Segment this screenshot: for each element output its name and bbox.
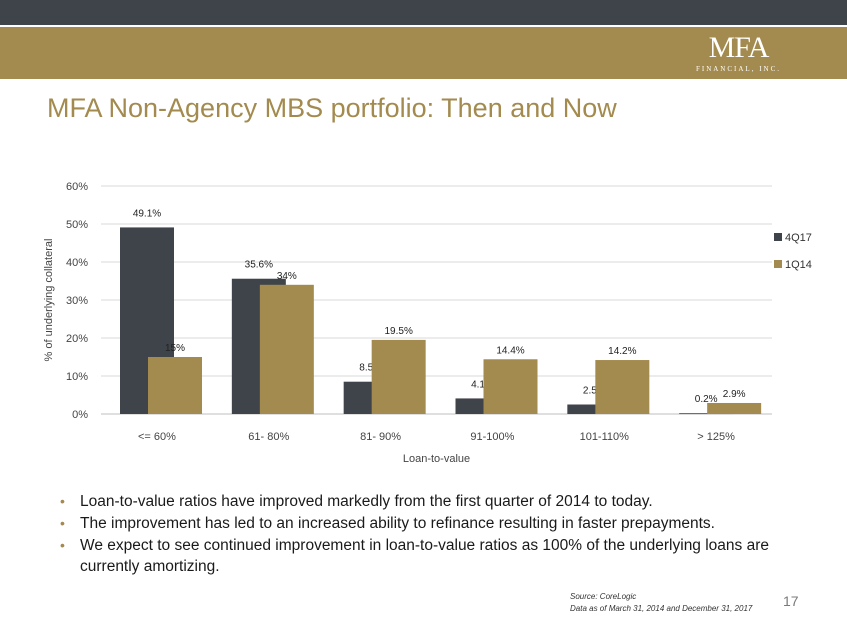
bullet-item: • Loan-to-value ratios have improved mark… (58, 491, 778, 512)
y-tick-label: 20% (66, 333, 88, 345)
data-label-4q17: 35.6% (245, 260, 273, 271)
data-label-1q14: 34% (277, 271, 297, 282)
bar-1q14 (707, 402, 762, 414)
logo-main-text: MFA (708, 31, 770, 64)
bar-1q14 (148, 357, 202, 414)
bar-1q14 (259, 284, 314, 414)
data-label-1q14: 14.4% (496, 345, 524, 356)
legend-label-4q17: 4Q17 (785, 232, 812, 244)
logo-sub-text: FINANCIAL, INC. (695, 65, 781, 73)
data-label-4q17: 0.2% (695, 394, 718, 405)
bar-1q14 (371, 339, 426, 414)
bullet-text: We expect to see continued improvement i… (80, 537, 770, 575)
data-label-1q14: 14.2% (608, 346, 636, 357)
data-label-4q17: 8.5% (359, 363, 382, 374)
x-tick-label: 61- 80% (248, 431, 289, 443)
data-label-1q14: 15% (165, 343, 185, 354)
x-tick-label: <= 60% (138, 431, 176, 443)
y-tick-label: 30% (66, 295, 88, 307)
data-label-1q14: 2.9% (723, 389, 746, 400)
bar-4q17 (679, 413, 734, 415)
bar-4q17 (567, 404, 622, 414)
bullet-item: • The improvement has led to an increased… (58, 513, 778, 534)
bar-1q14 (483, 359, 538, 414)
slide-title: MFA Non-Agency MBS portfolio: Then and N… (47, 93, 617, 123)
x-tick-label: 101-110% (580, 431, 630, 443)
source-note: Source: CoreLogic Data as of March 31, 2… (570, 591, 752, 615)
bar-1q14 (595, 360, 650, 414)
bullet-icon: • (60, 493, 65, 509)
data-date-line: Data as of March 31, 2014 and December 3… (570, 604, 753, 613)
data-label-4q17: 49.1% (133, 208, 161, 219)
legend-label-1q14: 1Q14 (785, 259, 812, 271)
data-label-4q17: 2.5% (583, 386, 606, 397)
header-gold-band (0, 27, 847, 79)
bullet-item: • We expect to see continued improvement … (58, 535, 778, 577)
bullet-icon: • (60, 515, 65, 531)
bullet-text: The improvement has led to an increased … (80, 515, 715, 532)
x-axis-title: Loan-to-value (403, 453, 470, 465)
y-tick-label: 10% (66, 371, 88, 383)
y-tick-label: 60% (66, 181, 88, 193)
page-number: 17 (783, 593, 799, 609)
bar-chart: 0% 10% 20% 30% 40% 50% 60% 49.1% 15% <= 60% 35.6% 3… (43, 181, 812, 465)
source-line: Source: CoreLogic (570, 592, 637, 601)
bullet-icon: • (60, 537, 65, 553)
y-axis-title: % of underlying collateral (43, 239, 55, 362)
x-tick-label: 81- 90% (360, 431, 401, 443)
y-tick-label: 40% (66, 257, 88, 269)
x-tick-label: 91-100% (470, 431, 514, 443)
data-label-4q17: 4.1% (471, 379, 494, 390)
bullet-text: Loan-to-value ratios have improved marke… (80, 493, 653, 510)
mfa-logo: MFA FINANCIAL, INC. (695, 31, 781, 74)
data-label-1q14: 19.5% (384, 326, 412, 337)
y-tick-label: 50% (66, 219, 88, 231)
legend-swatch-1q14 (774, 260, 782, 268)
x-tick-label: > 125% (697, 431, 735, 443)
legend-swatch-4q17 (774, 233, 782, 241)
bullet-list: • Loan-to-value ratios have improved mark… (58, 491, 778, 578)
header-divider (0, 25, 847, 27)
y-tick-label: 0% (72, 409, 88, 421)
header-dark-band (0, 0, 847, 25)
